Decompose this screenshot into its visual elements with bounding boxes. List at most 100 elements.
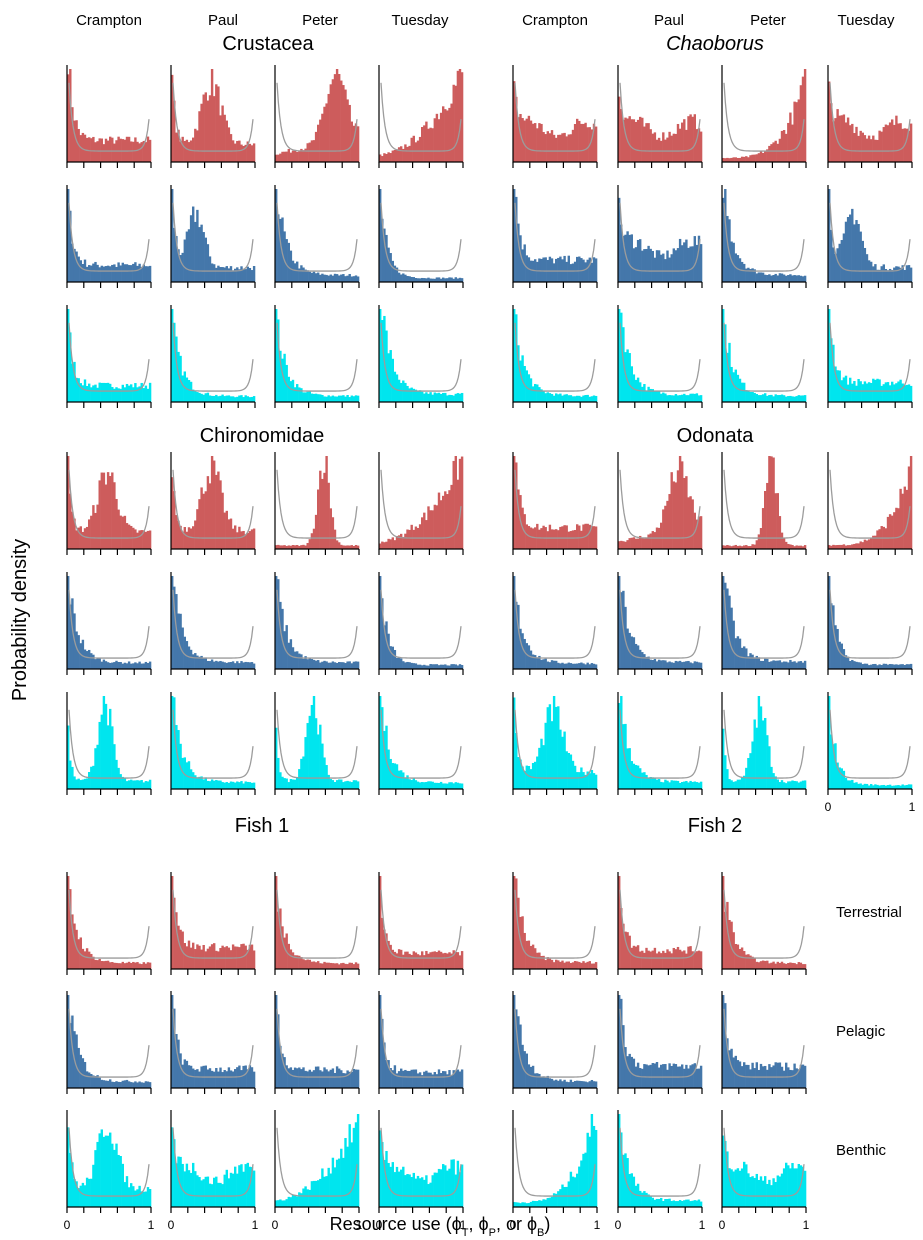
panel-chaoborus-tuesday-pelagic (827, 185, 913, 283)
histogram-bar (171, 876, 174, 969)
histogram-bar (340, 395, 343, 402)
histogram-bar (231, 396, 235, 402)
histogram-bar (452, 84, 455, 162)
histogram-bar (356, 1114, 360, 1207)
histogram-bar (903, 385, 906, 402)
histogram-bar (521, 1202, 524, 1207)
x-tick-label: 1 (699, 1218, 706, 1232)
histogram-bar (851, 208, 854, 282)
histogram-bar (736, 1060, 740, 1088)
histogram-bar (408, 662, 411, 669)
histogram-bar (236, 1173, 239, 1207)
histogram-bar (832, 344, 835, 402)
histogram-bar (697, 1199, 701, 1207)
histogram-bar (882, 663, 885, 669)
histogram-bar (132, 663, 135, 669)
histogram-bar (803, 660, 807, 669)
histogram-bar (240, 661, 243, 669)
histogram-bar (905, 489, 909, 549)
histogram-bar (550, 258, 554, 282)
histogram-bar (393, 1065, 397, 1088)
panel-chaoborus-tuesday-terrestrial (827, 65, 913, 163)
histogram-bar (383, 153, 386, 162)
histogram-bar (304, 960, 307, 969)
histogram-bar (515, 196, 518, 282)
histogram-bar (859, 662, 862, 669)
histogram-bar (651, 133, 654, 162)
histogram-bar (571, 1081, 575, 1088)
histogram-bar (678, 949, 682, 969)
histogram-bar (660, 953, 663, 969)
histogram-bar (119, 1082, 122, 1088)
histogram-bar (544, 393, 547, 402)
histogram-bar (304, 1186, 307, 1207)
histogram-bar (743, 545, 746, 549)
histogram-bar (681, 1064, 684, 1088)
histogram-bar (557, 1191, 560, 1207)
histogram-bar (787, 396, 790, 402)
histogram-bar (130, 663, 133, 669)
histogram-bar (94, 748, 97, 789)
histogram-bar (210, 395, 214, 402)
histogram-bar (722, 157, 725, 162)
histogram-bar (588, 257, 591, 282)
histogram-bar (321, 478, 324, 549)
histogram-bar (306, 723, 309, 789)
histogram-bar (333, 529, 337, 549)
histogram-bar (865, 663, 869, 669)
histogram-bar (578, 120, 581, 162)
histogram-bar (764, 150, 767, 162)
histogram-bar (73, 120, 76, 162)
histogram-bar (185, 946, 189, 969)
histogram-bar (281, 1053, 284, 1088)
histogram-bar (181, 1163, 184, 1207)
histogram-bar (639, 951, 642, 969)
histogram-bar (79, 1054, 82, 1088)
histogram-bar (331, 275, 335, 282)
histogram-bar (590, 396, 594, 402)
histogram-bar (289, 250, 293, 282)
histogram-bar (418, 390, 422, 402)
histogram-bar (127, 524, 131, 549)
histogram-bar (884, 663, 888, 669)
histogram-bar (327, 1071, 330, 1088)
histogram-bar (749, 653, 752, 669)
histogram-bar (244, 1065, 247, 1088)
histogram-bar (96, 960, 99, 969)
histogram-bar (897, 664, 900, 669)
histogram-bar (244, 1164, 247, 1207)
histogram-bar (693, 236, 696, 282)
histogram-bar (542, 659, 545, 669)
reference-density-curve (619, 1127, 701, 1197)
histogram-bar (634, 538, 638, 549)
histogram-bar (550, 721, 554, 789)
histogram-bar (905, 128, 909, 162)
histogram-bar (213, 661, 216, 669)
histogram-bar (175, 515, 178, 549)
histogram-bar (383, 730, 386, 789)
panel-odonata-tuesday-terrestrial (827, 452, 913, 550)
histogram-bar (429, 278, 432, 282)
histogram-bar (96, 657, 99, 669)
histogram-bar (342, 85, 345, 162)
histogram-bar (291, 647, 295, 669)
histogram-bar (730, 366, 733, 402)
histogram-bar (293, 387, 297, 402)
histogram-bar (148, 962, 152, 969)
reference-density-curve (276, 202, 358, 272)
histogram-bar (381, 156, 384, 162)
histogram-bar (381, 320, 384, 402)
x-axis-ticks (617, 162, 703, 168)
histogram-bar (181, 136, 184, 162)
histogram-bar (567, 395, 570, 402)
histogram-bar (442, 1164, 445, 1207)
histogram-bar (92, 505, 95, 549)
histogram-bar (571, 129, 575, 162)
histogram-bar (891, 664, 894, 669)
histogram-bar (117, 1081, 120, 1088)
histogram-bar (92, 1164, 95, 1207)
panel-odonata-tuesday-pelagic (827, 572, 913, 670)
histogram-bar (79, 383, 82, 402)
histogram-bar (753, 269, 756, 282)
